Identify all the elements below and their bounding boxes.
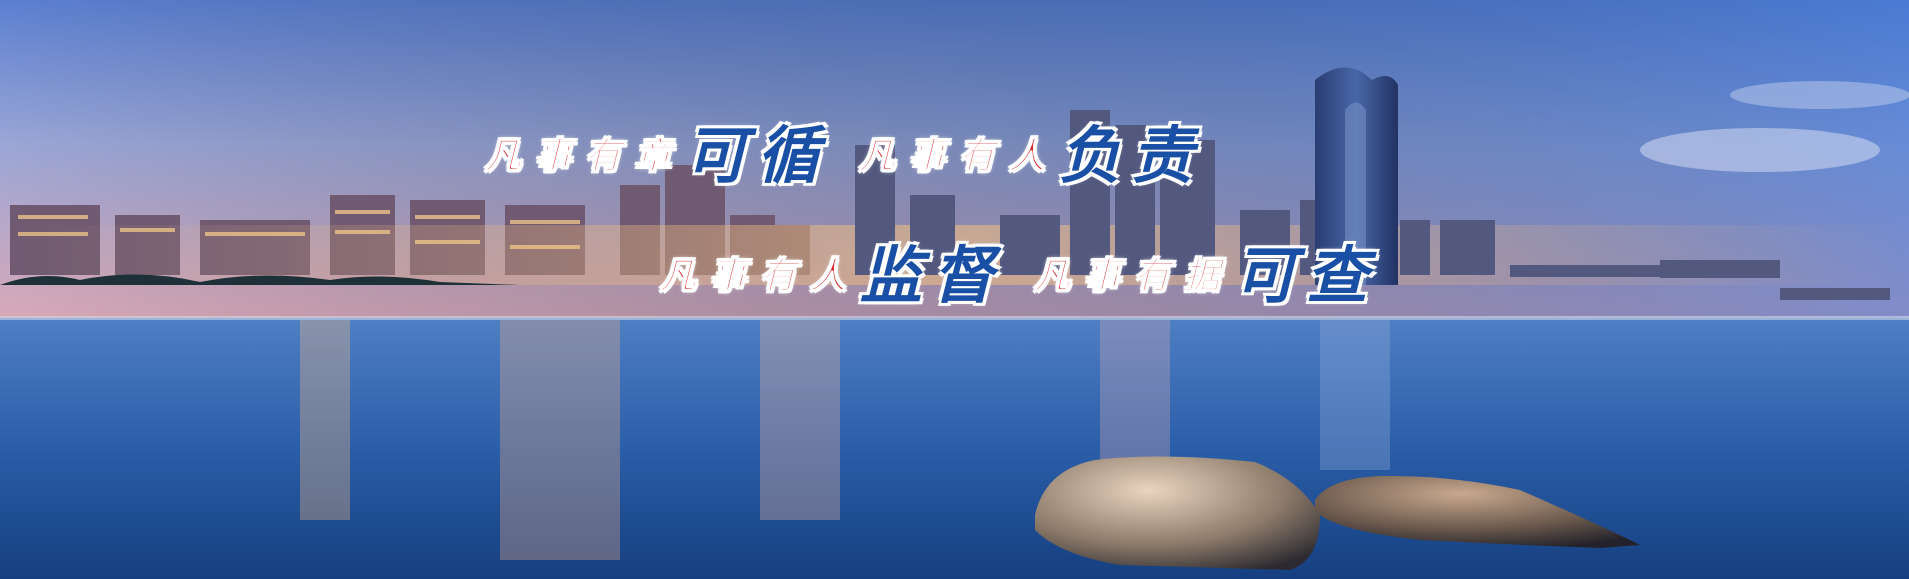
slogan-line-1-part-1-small: 凡事有章 — [484, 135, 686, 177]
slogan-line-1-part-1-big: 可循 — [685, 119, 830, 192]
slogan-line-1-part-2-small: 凡事有人 — [859, 135, 1060, 177]
slogan-line-1-part-2-big: 负责 — [1059, 119, 1204, 192]
slogan-line-2-part-1-big: 监督 — [860, 239, 1005, 312]
slogan-line-2: 凡事有人监督 凡事有据可查 — [659, 245, 1378, 307]
slogan-line-2-part-2-big: 可查 — [1234, 239, 1379, 312]
slogan-line-1: 凡事有章可循 凡事有人负责 — [484, 125, 1203, 187]
slogan-line-2-part-2-small: 凡事有据 — [1034, 255, 1235, 297]
slogan-line-2-part-1-small: 凡事有人 — [659, 255, 861, 297]
